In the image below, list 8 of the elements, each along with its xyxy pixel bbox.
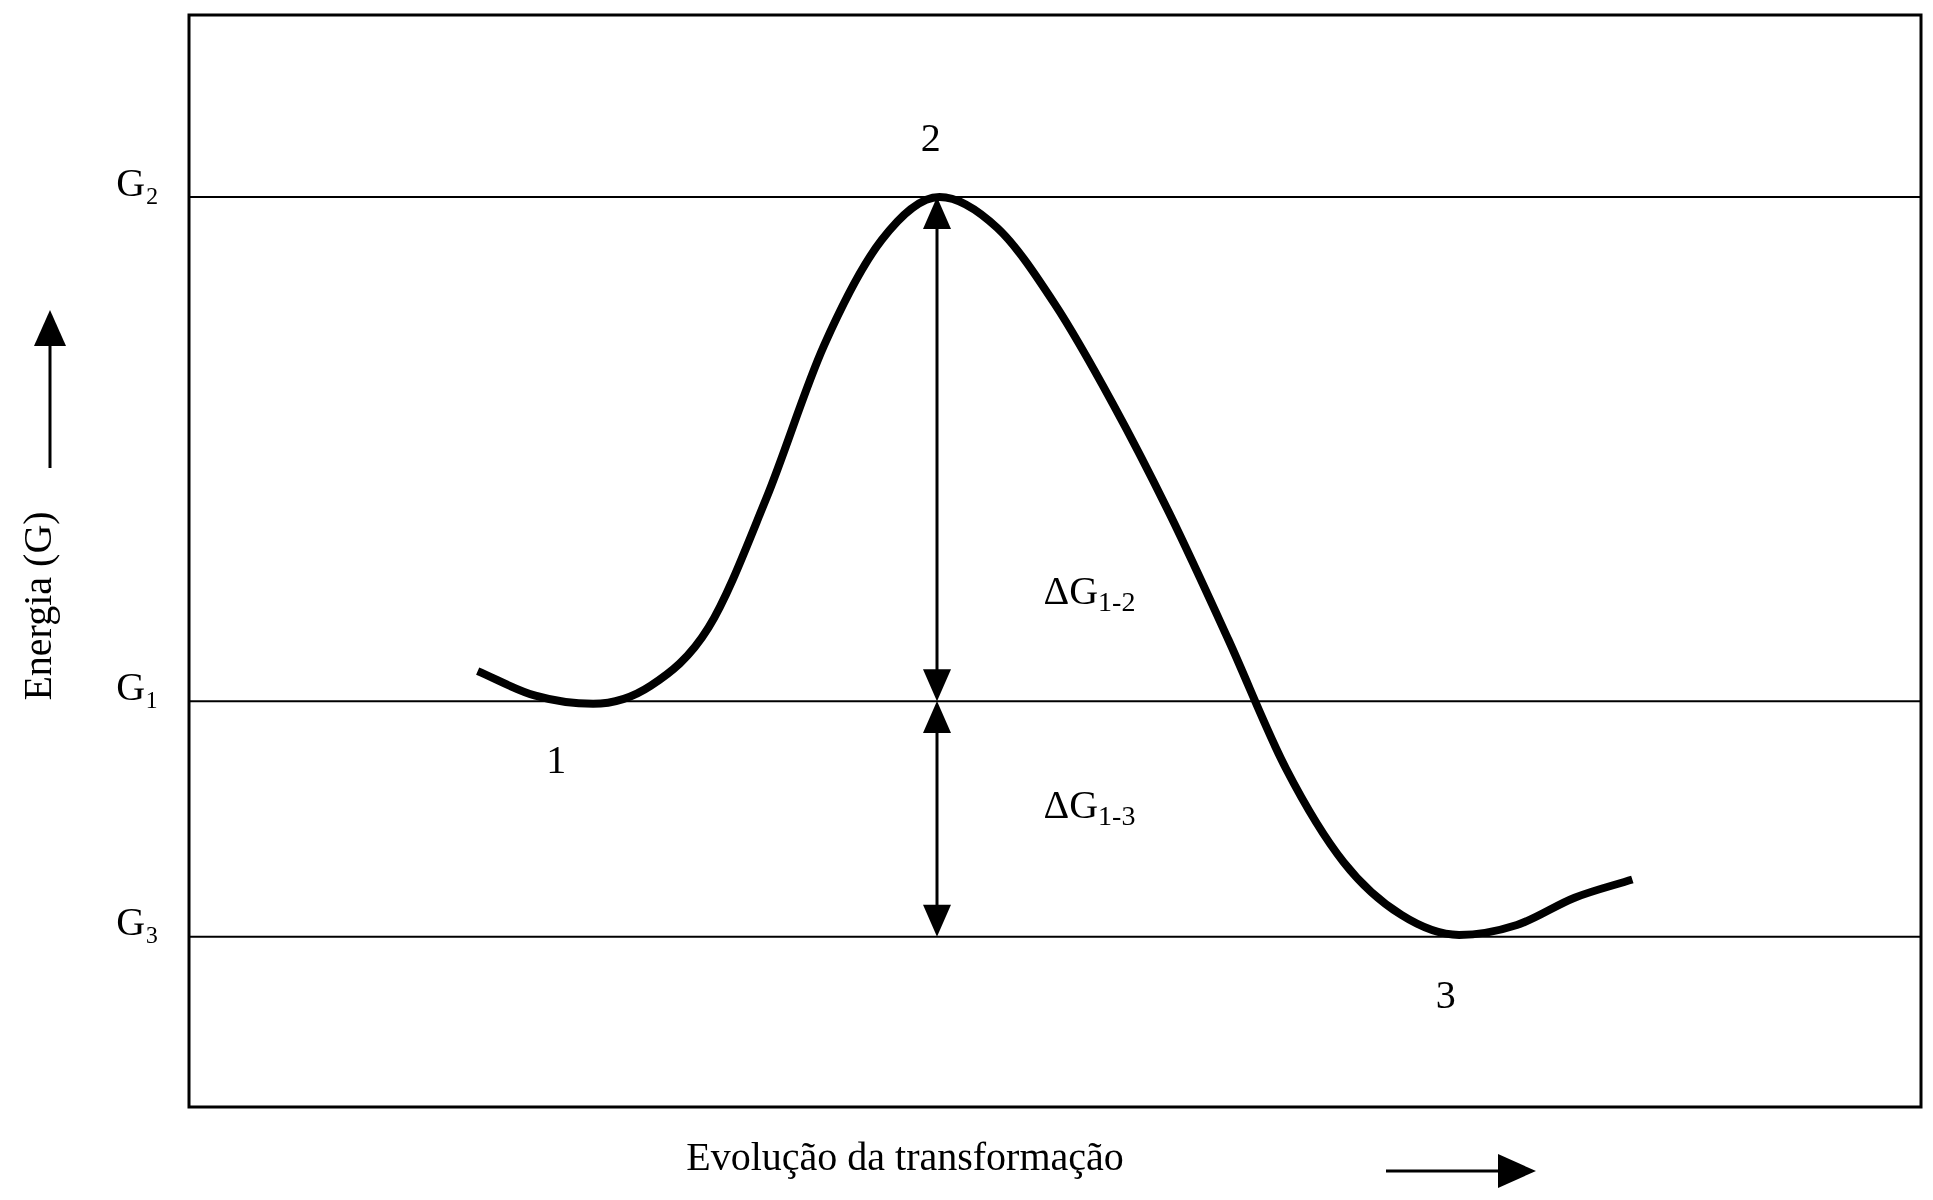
text: 2 [920,115,941,161]
ref-line-label: G₂ [116,159,160,205]
annotation: 1 [546,736,567,782]
y-axis-title: Energia (G) [14,511,60,701]
ref-line-label: G₃ [116,899,160,945]
annotation: 3 [1435,972,1456,1018]
x-axis-title: Evolução da transformação [686,1133,1124,1179]
ref-line-label: G₁ [116,663,160,709]
